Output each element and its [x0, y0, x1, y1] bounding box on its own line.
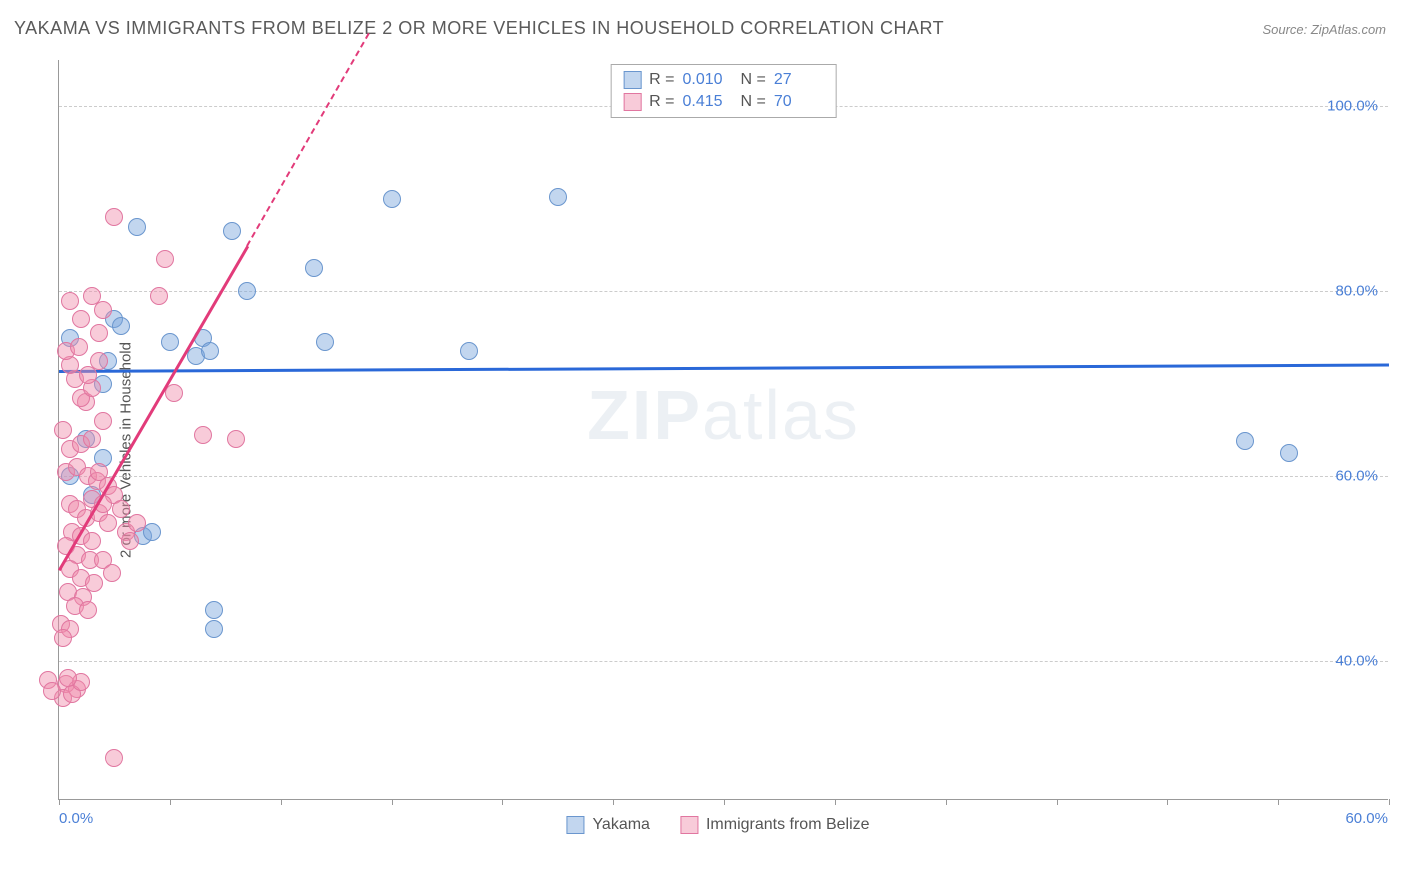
scatter-point	[316, 333, 334, 351]
scatter-point	[128, 218, 146, 236]
scatter-point	[90, 352, 108, 370]
r-value-series-1: 0.415	[683, 93, 733, 111]
x-tick-mark	[613, 799, 614, 805]
scatter-point	[70, 338, 88, 356]
x-tick-mark	[1057, 799, 1058, 805]
scatter-point	[1280, 444, 1298, 462]
scatter-point	[105, 749, 123, 767]
scatter-point	[54, 629, 72, 647]
scatter-point	[383, 190, 401, 208]
legend-swatch-series-1	[623, 93, 641, 111]
x-tick-mark	[59, 799, 60, 805]
scatter-point	[112, 317, 130, 335]
stats-row-series-1: R = 0.415 N = 70	[623, 91, 824, 113]
gridline-h	[59, 291, 1388, 292]
scatter-point	[59, 669, 77, 687]
gridline-h	[59, 476, 1388, 477]
scatter-point	[143, 523, 161, 541]
watermark: ZIPatlas	[587, 375, 860, 455]
x-tick-mark	[1278, 799, 1279, 805]
scatter-point	[205, 601, 223, 619]
source-attribution: Source: ZipAtlas.com	[1262, 22, 1386, 37]
stats-row-series-0: R = 0.010 N = 27	[623, 69, 824, 91]
y-tick-label: 40.0%	[1335, 653, 1378, 670]
scatter-point	[150, 287, 168, 305]
n-label: N =	[741, 71, 766, 89]
x-tick-mark	[946, 799, 947, 805]
x-min-label: 0.0%	[59, 810, 93, 827]
trend-line	[59, 363, 1389, 372]
legend-swatch-series-0	[623, 71, 641, 89]
x-max-label: 60.0%	[1345, 810, 1388, 827]
n-label: N =	[741, 93, 766, 111]
scatter-point	[460, 342, 478, 360]
scatter-point	[223, 222, 241, 240]
scatter-point	[72, 310, 90, 328]
x-tick-mark	[502, 799, 503, 805]
bottom-legend: Yakama Immigrants from Belize	[566, 816, 869, 834]
scatter-point	[79, 601, 97, 619]
legend-label-series-1: Immigrants from Belize	[706, 816, 870, 834]
legend-label-series-0: Yakama	[592, 816, 650, 834]
scatter-point	[201, 342, 219, 360]
scatter-point	[61, 292, 79, 310]
scatter-point	[83, 287, 101, 305]
scatter-point	[105, 208, 123, 226]
scatter-point	[238, 282, 256, 300]
chart-title: YAKAMA VS IMMIGRANTS FROM BELIZE 2 OR MO…	[14, 18, 944, 39]
scatter-point	[112, 500, 130, 518]
scatter-point	[1236, 432, 1254, 450]
scatter-point	[549, 188, 567, 206]
y-tick-label: 80.0%	[1335, 283, 1378, 300]
scatter-point	[83, 532, 101, 550]
x-tick-mark	[835, 799, 836, 805]
chart-area: 2 or more Vehicles in Household ZIPatlas…	[48, 60, 1388, 840]
scatter-point	[94, 412, 112, 430]
n-value-series-0: 27	[774, 71, 824, 89]
scatter-point	[305, 259, 323, 277]
legend-item-series-1: Immigrants from Belize	[680, 816, 870, 834]
legend-swatch-series-1	[680, 816, 698, 834]
scatter-point	[227, 430, 245, 448]
scatter-point	[99, 514, 117, 532]
stats-legend-box: R = 0.010 N = 27 R = 0.415 N = 70	[610, 64, 837, 118]
legend-swatch-series-0	[566, 816, 584, 834]
scatter-point	[121, 532, 139, 550]
scatter-point	[128, 514, 146, 532]
x-tick-mark	[724, 799, 725, 805]
scatter-point	[54, 421, 72, 439]
scatter-point	[194, 426, 212, 444]
r-label: R =	[649, 71, 674, 89]
scatter-point	[103, 564, 121, 582]
scatter-point	[156, 250, 174, 268]
scatter-point	[43, 682, 61, 700]
plot-region: ZIPatlas R = 0.010 N = 27 R = 0.415 N = …	[58, 60, 1388, 800]
r-label: R =	[649, 93, 674, 111]
scatter-point	[83, 430, 101, 448]
x-tick-mark	[1167, 799, 1168, 805]
x-tick-mark	[281, 799, 282, 805]
scatter-point	[90, 324, 108, 342]
x-tick-mark	[1389, 799, 1390, 805]
x-tick-mark	[170, 799, 171, 805]
scatter-point	[165, 384, 183, 402]
gridline-h	[59, 661, 1388, 662]
y-tick-label: 60.0%	[1335, 468, 1378, 485]
scatter-point	[161, 333, 179, 351]
legend-item-series-0: Yakama	[566, 816, 650, 834]
scatter-point	[205, 620, 223, 638]
n-value-series-1: 70	[774, 93, 824, 111]
trend-line-dashed	[247, 33, 371, 247]
r-value-series-0: 0.010	[683, 71, 733, 89]
y-tick-label: 100.0%	[1327, 98, 1378, 115]
x-tick-mark	[392, 799, 393, 805]
